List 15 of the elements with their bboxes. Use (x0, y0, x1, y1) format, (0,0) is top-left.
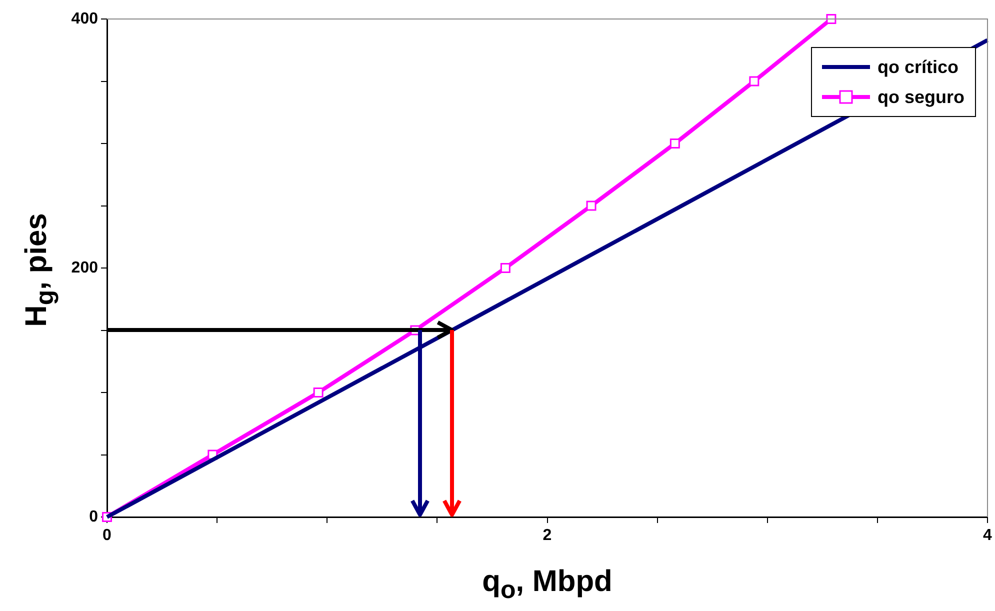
legend-label: qo seguro (878, 86, 965, 108)
x-tick-label: 4 (983, 527, 992, 544)
y-tick-label: 200 (71, 259, 98, 276)
x-tick-label: 0 (102, 527, 112, 544)
legend-label: qo crítico (878, 56, 959, 78)
point (500, 263, 510, 273)
point (670, 138, 680, 148)
y-tick-label: 0 (89, 508, 98, 526)
point (749, 76, 760, 86)
point (586, 200, 596, 211)
y-tick-label: 400 (71, 10, 98, 28)
x-tick-label: 2 (542, 527, 552, 544)
x-axis-title: q$_{o}$, Mbpd (481, 565, 614, 605)
point (313, 388, 324, 398)
point (826, 14, 836, 24)
